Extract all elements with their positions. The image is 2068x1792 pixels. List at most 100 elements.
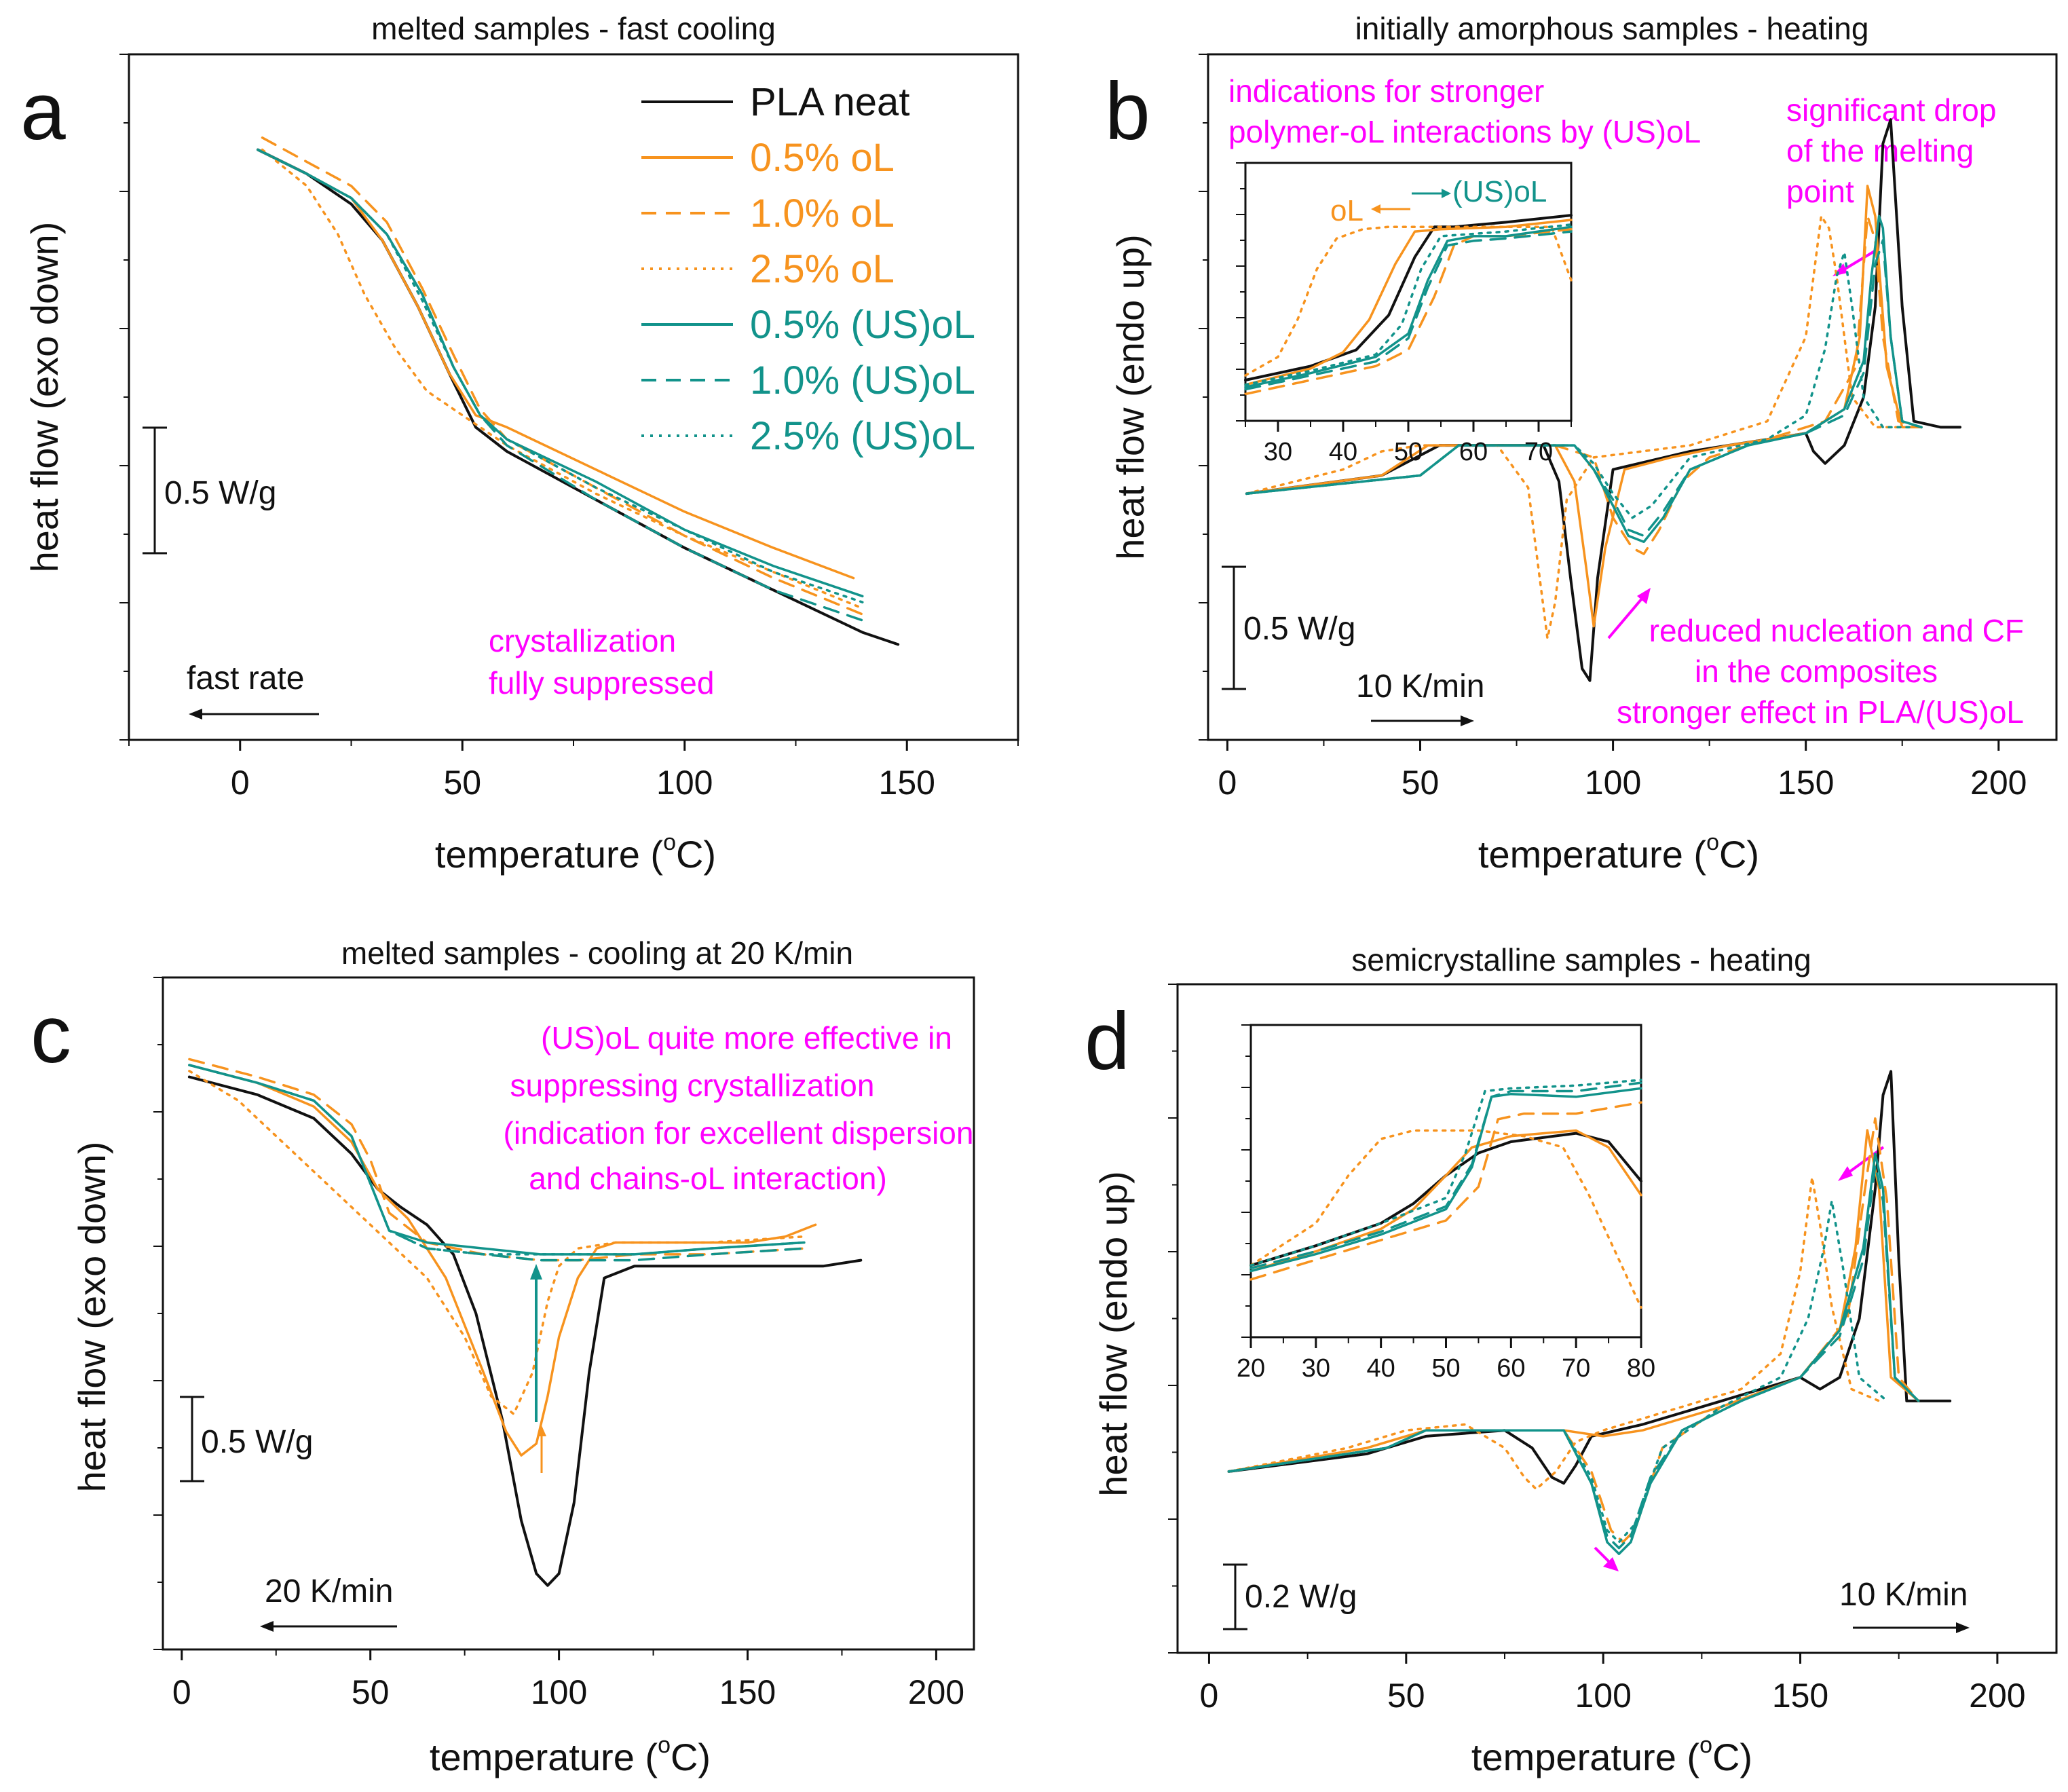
- panel-d-x-ticks: 0 50 100 150 200: [1168, 984, 2026, 1715]
- panel-d-inset-series-1-0-us-ol: [1249, 1081, 1642, 1270]
- panel-c-xtick-label: 200: [908, 1673, 964, 1711]
- panel-d-xlabel: temperature (oC): [1471, 1732, 1752, 1778]
- panel-a-scale-label: 0.5 W/g: [164, 475, 276, 511]
- panel-d-series-pla-neat: [1227, 1070, 1952, 1485]
- panel-a-series-group: [256, 136, 900, 646]
- panel-b-xtick-label: 200: [1970, 764, 2027, 802]
- legend-label-4: 0.5% (US)oL: [750, 303, 975, 347]
- panel-b-inset-x-ticks: 30 40 50 60 70: [1236, 162, 1572, 466]
- panel-b-inset-series-1-0-us-ol: [1244, 230, 1573, 391]
- panel-b-arrow-melting: [1839, 250, 1876, 273]
- panel-a-x-ticks: 0 50 100 150: [119, 54, 1019, 802]
- panel-b-xlabel: temperature (oC): [1478, 829, 1759, 876]
- panel-b-inset-label-usoL: (US)oL: [1452, 175, 1547, 208]
- panel-b-rate: 10 K/min: [1356, 669, 1484, 726]
- panel-d-scale-label: 0.2 W/g: [1245, 1579, 1357, 1615]
- panel-d-inset-series-1-0-ol: [1249, 1101, 1642, 1281]
- legend-label-3: 2.5% oL: [750, 247, 895, 291]
- panel-c-xtick-label: 50: [352, 1673, 390, 1711]
- panel-d-inset: 20 30 40 50 60 70 80: [1237, 1024, 1655, 1383]
- panel-b-xtick-label: 50: [1402, 764, 1440, 802]
- panel-c-arrows: [530, 1264, 546, 1473]
- panel-b-series-1-0-us-ol: [1245, 239, 1923, 538]
- panel-d-inset-xtick-label: 30: [1302, 1354, 1330, 1383]
- panel-d-inset-xtick-label: 60: [1497, 1354, 1525, 1383]
- panel-c-series-group: [187, 1058, 863, 1587]
- panel-d-rate-label: 10 K/min: [1839, 1577, 1968, 1613]
- panel-a-annotation-1: crystallization: [489, 623, 676, 658]
- panel-b-arrow-nucleation: [1607, 593, 1647, 639]
- panel-b-inset-series-2-5-us-ol: [1244, 223, 1573, 386]
- panel-a-xtick-label: 50: [443, 764, 481, 802]
- panel-d-xtick-label: 0: [1200, 1677, 1219, 1715]
- panel-c-xlabel: temperature (oC): [430, 1732, 711, 1778]
- panel-a-series-2-5-us-ol: [257, 148, 864, 603]
- panel-d-title: semicrystalline samples - heating: [1351, 942, 1811, 977]
- panel-d-xtick-label: 50: [1387, 1677, 1425, 1715]
- panel-d-inset-series-2-5-us-ol: [1249, 1079, 1642, 1267]
- panel-a-xtick-label: 0: [231, 764, 250, 802]
- panel-d-xtick-label: 100: [1575, 1677, 1631, 1715]
- panel-c-annotation-4: and chains-oL interaction): [529, 1161, 887, 1196]
- panel-b-xtick-label: 0: [1218, 764, 1237, 802]
- panel-a-rate: fast rate: [187, 660, 319, 720]
- legend-label-1: 0.5% oL: [750, 136, 895, 180]
- panel-d-inset-series-0-5-ol: [1249, 1129, 1642, 1273]
- panel-b-series-2-5-us-ol: [1245, 250, 1915, 519]
- panel-a-xlabel: temperature (oC): [435, 829, 716, 876]
- panel-b-title: initially amorphous samples - heating: [1355, 11, 1869, 46]
- panel-c-annotation-2: suppressing crystallization: [510, 1068, 875, 1103]
- panel-d-inset-frame: [1249, 1024, 1642, 1339]
- panel-c: melted samples - cooling at 20 K/min c h…: [31, 935, 975, 1778]
- panel-b-inset-xtick-label: 60: [1459, 438, 1488, 466]
- panel-b-inset-xtick-label: 70: [1524, 438, 1553, 466]
- panel-a-xtick-label: 100: [656, 764, 713, 802]
- panel-c-x-ticks: 0 50 100 150 200: [153, 977, 964, 1711]
- panel-c-xtick-label: 150: [719, 1673, 776, 1711]
- panel-d-inset-xtick-label: 80: [1627, 1354, 1655, 1383]
- panel-b-annotation-top-1: indications for stronger: [1228, 73, 1544, 109]
- panel-c-title: melted samples - cooling at 20 K/min: [341, 935, 853, 971]
- panel-b-series-group: [1245, 118, 1961, 682]
- panel-d-inset-series-group: [1249, 1079, 1642, 1309]
- panel-b-annotation-bottom-3: stronger effect in PLA/(US)oL: [1617, 694, 2024, 730]
- panel-c-annotation-3: (indication for excellent dispersion: [504, 1115, 974, 1151]
- panel-d-ylabel: heat flow (endo up): [1092, 1171, 1135, 1496]
- panel-c-ylabel: heat flow (exo down): [71, 1142, 113, 1493]
- panel-b-xtick-label: 150: [1778, 764, 1834, 802]
- panel-b-inset-series-group: [1244, 214, 1573, 396]
- panel-c-rate-label: 20 K/min: [265, 1573, 393, 1609]
- legend-label-6: 2.5% (US)oL: [750, 414, 975, 458]
- panel-c-xtick-label: 0: [172, 1673, 191, 1711]
- panel-b-annotation-bottom-2: in the composites: [1695, 654, 1938, 689]
- panel-d-scale-bar: 0.2 W/g: [1223, 1563, 1357, 1630]
- panel-b-annotation-right-3: point: [1786, 174, 1854, 209]
- panel-d: semicrystalline samples - heating d heat…: [1085, 942, 2058, 1778]
- panel-c-series-2-5-ol: [188, 1070, 806, 1415]
- panel-b-annotation-top-2: polymer-oL interactions by (US)oL: [1228, 114, 1701, 149]
- panel-a-legend: PLA neat 0.5% oL 1.0% oL 2.5% oL 0.5% (US)oL…: [641, 80, 975, 458]
- panel-d-letter: d: [1085, 996, 1130, 1087]
- panel-d-inset-series-pla-neat: [1249, 1132, 1642, 1267]
- panel-b-series-2-5-ol: [1245, 214, 1904, 640]
- panel-a-letter: a: [20, 66, 66, 157]
- panel-d-inset-x-ticks: 20 30 40 50 60 70 80: [1237, 1024, 1655, 1383]
- panel-c-scale-label: 0.5 W/g: [201, 1424, 313, 1460]
- panel-b-inset-xtick-label: 50: [1394, 438, 1423, 466]
- panel-b-inset-label-oL: oL: [1330, 194, 1364, 227]
- panel-c-scale-bar: 0.5 W/g: [180, 1396, 313, 1482]
- panel-b-annotation-bottom-1: reduced nucleation and CF: [1649, 613, 2024, 648]
- panel-c-xtick-label: 100: [531, 1673, 587, 1711]
- panel-d-series-group: [1227, 1070, 1952, 1555]
- panel-d-inset-xtick-label: 40: [1367, 1354, 1395, 1383]
- panel-b-inset: 30 40 50 60 70 oL (US)oL: [1236, 162, 1573, 466]
- panel-b-xtick-label: 100: [1585, 764, 1641, 802]
- panel-d-inset-series-2-5-ol: [1249, 1129, 1642, 1309]
- legend-label-5: 1.0% (US)oL: [750, 358, 975, 403]
- panel-b-arrows: [1607, 250, 1876, 639]
- panel-d-inset-series-0-5-us-ol: [1249, 1087, 1642, 1273]
- panel-b-scale-bar: 0.5 W/g: [1222, 565, 1355, 690]
- panel-a-series-2-5-ol: [261, 148, 864, 610]
- panel-a-ylabel: heat flow (exo down): [23, 222, 66, 573]
